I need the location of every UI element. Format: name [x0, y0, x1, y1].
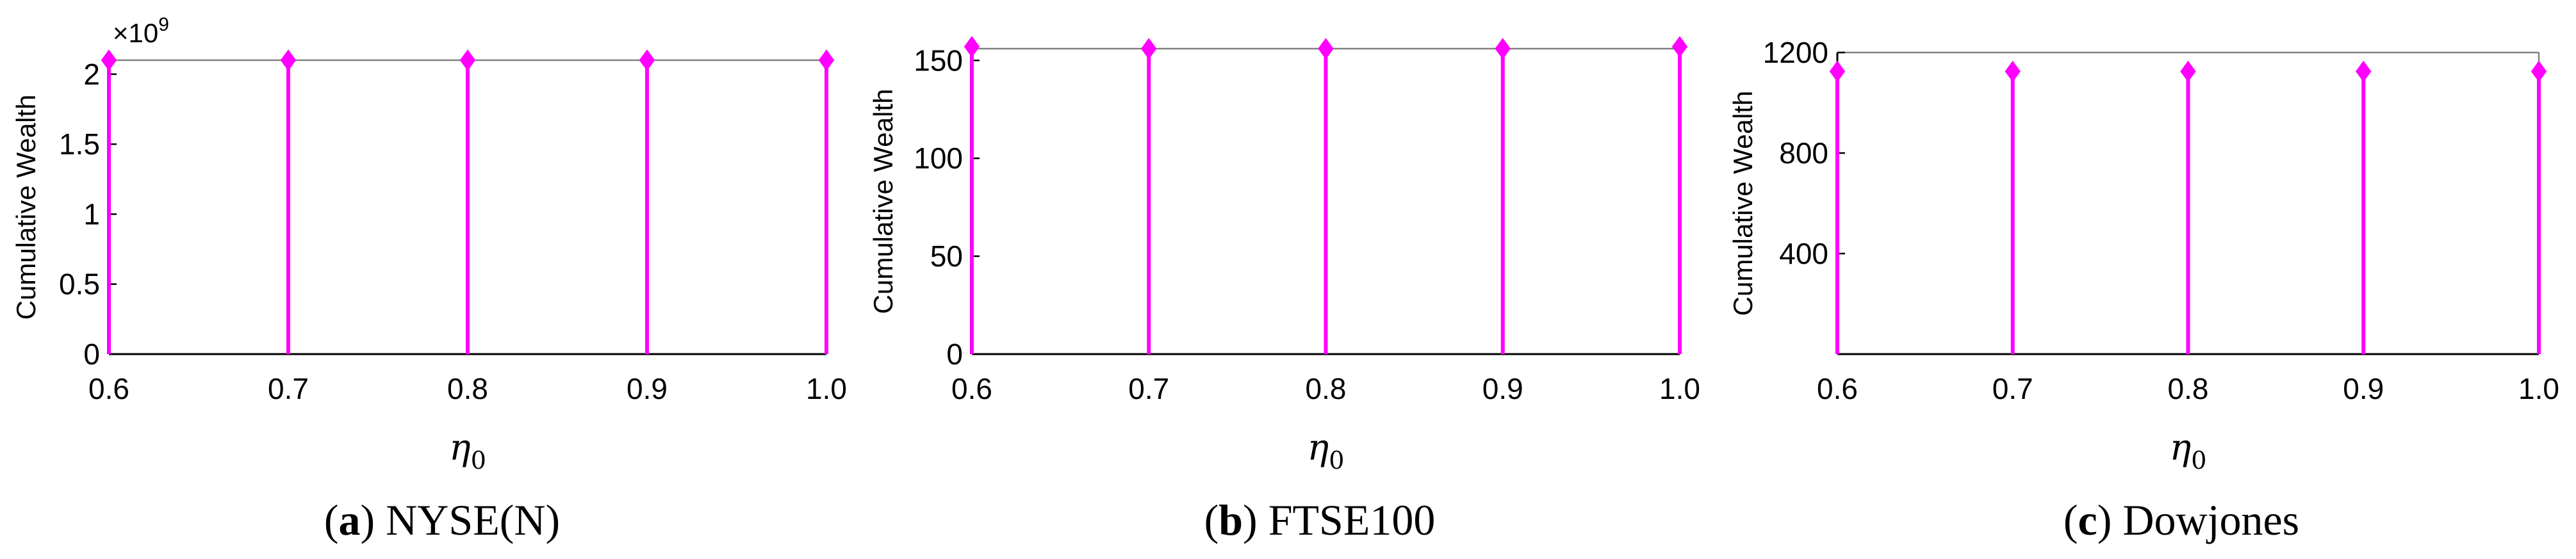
x-tick-label: 1.0 — [806, 372, 847, 405]
x-tick-label: 0.8 — [1306, 372, 1347, 405]
caption-text: Dowjones — [2122, 496, 2299, 544]
caption-text: FTSE100 — [1268, 496, 1436, 544]
stem-marker — [2180, 60, 2196, 83]
caption-close-paren: ) — [361, 496, 386, 544]
stem-marker — [964, 36, 980, 58]
y-tick-label: 50 — [930, 239, 963, 273]
y-tick-label: 0 — [946, 337, 963, 371]
stem-marker — [639, 49, 655, 71]
panel-a: 0 0.5 1 1.5 2 0.6 0.7 0.8 0.9 1.0 Cumulative Wealt… — [11, 14, 847, 544]
panel-c: 400 800 1200 0.6 0.7 0.8 0.9 1.0 Cumulative Weal… — [1728, 36, 2559, 544]
x-tick-label: 0.6 — [88, 372, 129, 405]
x-tick-label: 0.9 — [2343, 372, 2384, 405]
caption-close-paren: ) — [1243, 496, 1268, 544]
y-axis-multiplier: ×109 — [113, 14, 169, 48]
y-tick-label: 100 — [914, 142, 963, 175]
caption-text: NYSE(N) — [386, 496, 560, 544]
caption-letter: a — [339, 496, 361, 544]
stem-marker — [818, 49, 835, 71]
x-tick-label: 0.9 — [627, 372, 668, 405]
x-tick-label: 1.0 — [2518, 372, 2559, 405]
stem-marker — [2531, 60, 2547, 83]
y-tick-label: 800 — [1779, 136, 1828, 170]
stem-marker — [1318, 38, 1334, 60]
y-tick-label: 0 — [83, 337, 100, 371]
y-tick-label: 1.5 — [59, 127, 100, 161]
y-axis-multiplier-base: ×10 — [113, 18, 158, 48]
y-axis-label: Cumulative Wealth — [11, 95, 41, 320]
x-tick-label: 0.8 — [447, 372, 488, 405]
stem-marker — [2356, 60, 2372, 83]
panel-caption: (a) NYSE(N) — [324, 496, 560, 544]
y-tick-label: 0.5 — [59, 268, 100, 301]
x-axis-label-subscript: 0 — [471, 446, 486, 474]
stem-marker — [1829, 60, 1846, 83]
stem-marker — [459, 49, 476, 71]
x-tick-label: 0.8 — [2168, 372, 2209, 405]
x-axis-label-symbol: η — [1308, 427, 1329, 469]
x-tick-label: 0.6 — [951, 372, 992, 405]
panel-caption: (b) FTSE100 — [1204, 496, 1436, 544]
x-axis-label-subscript: 0 — [1329, 446, 1344, 474]
x-axis-label-symbol: η — [449, 427, 471, 469]
x-tick-label: 0.6 — [1817, 372, 1858, 405]
stem-marker — [2005, 60, 2021, 83]
x-axis-label: η0 — [1308, 427, 1345, 474]
x-axis-label: η0 — [2170, 427, 2207, 474]
y-tick-label: 2 — [83, 58, 100, 91]
x-tick-label: 0.7 — [1128, 372, 1169, 405]
caption-open-paren: ( — [324, 496, 339, 544]
panel-caption: (c) Dowjones — [2063, 496, 2299, 544]
x-tick-label: 1.0 — [1659, 372, 1700, 405]
x-tick-label: 0.7 — [1992, 372, 2033, 405]
stem-marker — [101, 49, 117, 71]
y-tick-label: 150 — [914, 44, 963, 77]
caption-letter: c — [2078, 496, 2097, 544]
y-tick-label: 1 — [83, 197, 100, 231]
stem-marker — [1495, 38, 1511, 60]
y-tick-label: 400 — [1779, 237, 1828, 270]
stem-marker — [280, 49, 297, 71]
caption-open-paren: ( — [1204, 496, 1219, 544]
y-axis-multiplier-exponent: 9 — [158, 14, 169, 35]
caption-open-paren: ( — [2063, 496, 2078, 544]
y-axis-label: Cumulative Wealth — [868, 89, 898, 314]
caption-close-paren: ) — [2097, 496, 2123, 544]
x-axis-label: η0 — [449, 427, 486, 474]
x-axis-label-subscript: 0 — [2191, 446, 2206, 474]
x-tick-label: 0.7 — [268, 372, 309, 405]
x-tick-label: 0.9 — [1482, 372, 1523, 405]
stem-marker — [1671, 36, 1688, 58]
y-axis-label: Cumulative Wealth — [1728, 91, 1758, 316]
x-axis-label-symbol: η — [2170, 427, 2192, 469]
y-tick-label: 1200 — [1763, 36, 1828, 69]
stem-marker — [1141, 38, 1157, 60]
panel-b: 0 50 100 150 0.6 0.7 0.8 0.9 1.0 Cumulative Wealt… — [868, 36, 1700, 544]
caption-letter: b — [1218, 496, 1243, 544]
